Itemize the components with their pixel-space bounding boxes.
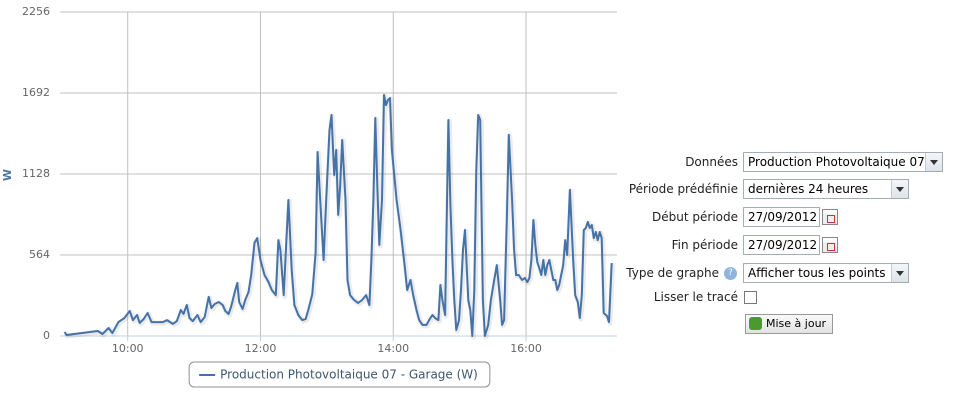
- y-tick-label: 1692: [22, 86, 50, 99]
- update-button[interactable]: Mise à jour: [745, 314, 834, 334]
- dropdown-arrow[interactable]: [925, 153, 942, 171]
- select[interactable]: dernières 24 heures: [743, 179, 909, 199]
- input-value: 27/09/2012: [748, 210, 818, 224]
- help-icon[interactable]: ?: [724, 267, 737, 280]
- legend: Production Photovoltaique 07 - Garage (W…: [188, 361, 491, 388]
- x-tick-label: 12:00: [245, 342, 277, 355]
- field-label: Fin période: [671, 238, 738, 252]
- y-tick-label: 2256: [22, 5, 50, 18]
- date-input[interactable]: 27/09/2012: [743, 235, 820, 255]
- y-tick-label: 1128: [22, 167, 50, 180]
- field-label: Période prédéfinie: [628, 182, 738, 196]
- legend-label: Production Photovoltaique 07 - Garage (W…: [220, 368, 478, 382]
- line-shadow: [63, 93, 616, 340]
- date-input[interactable]: 27/09/2012: [743, 207, 820, 227]
- select-value: dernières 24 heures: [748, 182, 869, 196]
- x-tick-label: 16:00: [510, 342, 542, 355]
- y-tick-label: 564: [29, 248, 50, 261]
- field-label: Données: [685, 155, 738, 169]
- checkbox[interactable]: [744, 291, 757, 304]
- select-value: Afficher tous les points: [748, 266, 886, 280]
- button-label: Mise à jour: [766, 317, 827, 330]
- y-axis-title: W: [1, 169, 14, 181]
- field-label: Type de graphe: [626, 266, 719, 280]
- legend-box: [188, 361, 491, 388]
- data-line: [63, 94, 613, 337]
- select-value: Production Photovoltaique 07 -: [748, 155, 933, 169]
- select[interactable]: Afficher tous les points: [743, 263, 909, 283]
- field-label: Début période: [652, 210, 738, 224]
- calendar-icon[interactable]: [822, 237, 838, 253]
- x-tick-label: 14:00: [377, 342, 409, 355]
- y-tick-label: 0: [43, 329, 50, 342]
- input-value: 27/09/2012: [748, 238, 818, 252]
- dropdown-arrow[interactable]: [891, 180, 908, 198]
- field-label: Lisser le tracé: [653, 290, 738, 304]
- calendar-icon[interactable]: [822, 209, 838, 225]
- select[interactable]: Production Photovoltaique 07 -: [743, 152, 943, 172]
- x-tick-label: 10:00: [112, 342, 144, 355]
- dropdown-arrow[interactable]: [891, 264, 908, 282]
